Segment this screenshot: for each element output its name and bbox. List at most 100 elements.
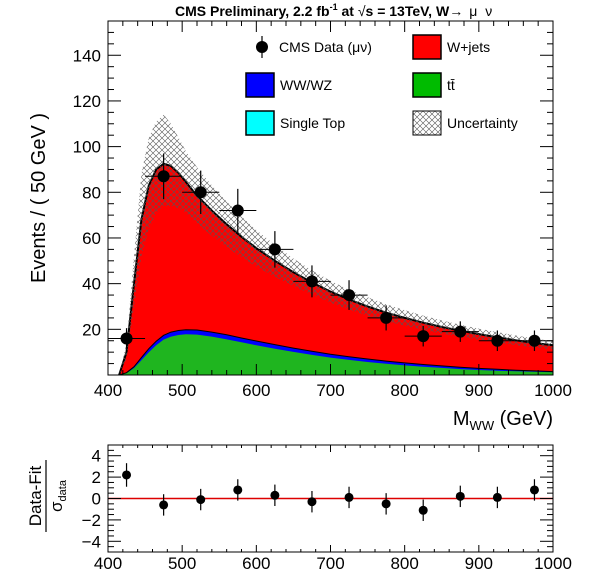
legend-swatch-singletop	[245, 110, 275, 136]
x-tick-label: 400	[94, 381, 122, 400]
legend-label-singletop: Single Top	[280, 115, 345, 131]
x-tick-label: 500	[168, 381, 196, 400]
legend-swatch-diboson	[245, 72, 275, 98]
pull-point	[122, 463, 132, 487]
main-x-axis-label: MWW (GeV)	[453, 408, 553, 433]
x-tick-label: 700	[316, 381, 344, 400]
pull-point	[233, 479, 243, 501]
data-point	[182, 170, 220, 214]
pull-y-tick-label: −2	[82, 511, 101, 530]
pull-point	[196, 488, 206, 511]
data-point	[478, 330, 516, 352]
data-point	[367, 305, 405, 331]
title-energy: s = 13TeV, W	[366, 3, 450, 19]
pull-point	[492, 486, 502, 509]
title-arrow: →	[449, 3, 463, 19]
legend-entry-diboson: WW/WZ	[245, 72, 333, 98]
data-point	[145, 153, 183, 200]
legend-swatch-wjets	[412, 34, 442, 60]
wjets-area	[119, 163, 553, 375]
pull-panel: 400 500 600 700 800 900 1000 −4 −2 0 2 4 Data-Fit …	[26, 444, 572, 572]
data-marker	[528, 334, 541, 347]
legend-label-ttbar: tt̄	[447, 77, 455, 93]
pull-x-tick-label: 800	[390, 554, 418, 572]
data-marker	[417, 330, 430, 343]
data-marker	[380, 311, 393, 324]
pull-point	[270, 484, 280, 506]
data-marker	[120, 332, 133, 345]
pull-x-tick-label: 400	[94, 554, 122, 572]
data-marker	[268, 243, 281, 256]
x-tick-label: 800	[390, 381, 418, 400]
pull-marker	[270, 490, 280, 500]
x-tick-label: 1000	[534, 381, 572, 400]
pull-point	[529, 479, 539, 501]
data-point	[404, 325, 442, 347]
pull-x-tick-label: 600	[242, 554, 270, 572]
pull-marker	[196, 495, 206, 505]
legend-entry-data: CMS Data (μν)	[256, 36, 372, 58]
y-tick-label: 80	[82, 183, 101, 202]
pull-label-denominator: σdata	[47, 479, 69, 512]
pull-point	[381, 493, 391, 515]
data-marker	[231, 204, 244, 217]
pull-point	[159, 494, 169, 516]
uncertainty-band	[119, 114, 553, 375]
legend-label-wjets: W+jets	[447, 39, 490, 55]
legend-label-uncertainty: Uncertainty	[447, 115, 518, 131]
data-point	[108, 328, 146, 349]
pull-points	[122, 463, 539, 521]
pull-y-tick-label: 0	[92, 490, 101, 509]
title-mu: μ	[469, 3, 477, 19]
ttbar-area	[119, 334, 553, 375]
legend: CMS Data (μν) W+jets WW/WZ tt̄ Single To…	[245, 34, 518, 136]
x-label-main: M	[453, 408, 470, 430]
pull-label-sigma: σ	[47, 501, 66, 512]
pull-point	[455, 485, 465, 508]
main-x-axis: 400 500 600 700 800 900 1000	[94, 21, 572, 400]
data-marker	[343, 289, 356, 302]
data-point	[219, 188, 257, 233]
legend-entry-ttbar: tt̄	[412, 72, 455, 98]
legend-swatch-uncertainty	[412, 110, 442, 136]
pull-label-numerator: Data-Fit	[26, 466, 45, 527]
x-label-sub: WW	[470, 418, 495, 433]
main-panel: 400 500 600 700 800 900 1000 20 40 60 80 100 120 140…	[28, 20, 572, 433]
data-points	[108, 153, 553, 352]
data-point	[441, 321, 479, 342]
title-sqrt: √	[358, 3, 366, 19]
x-tick-label: 600	[242, 381, 270, 400]
legend-label-data: CMS Data (μν)	[279, 39, 372, 55]
main-y-axis-label: Events / ( 50 GeV )	[28, 113, 50, 283]
legend-entry-singletop: Single Top	[245, 110, 345, 136]
title-sup: -1	[330, 2, 338, 12]
data-marker	[491, 334, 504, 347]
pull-y-tick-label: −4	[82, 532, 101, 551]
pull-marker	[455, 491, 465, 501]
y-tick-label: 60	[82, 229, 101, 248]
pull-marker	[233, 485, 243, 495]
pull-marker	[122, 470, 132, 480]
pull-x-tick-label: 500	[168, 554, 196, 572]
pull-marker	[492, 492, 502, 502]
pull-point	[344, 486, 354, 509]
uncertainty-hatch	[119, 114, 553, 375]
pull-marker	[307, 497, 317, 507]
title-nu: ν	[485, 3, 492, 19]
data-point	[256, 231, 294, 268]
pull-y-tick-label: 2	[92, 468, 101, 487]
y-tick-label: 120	[73, 92, 101, 111]
pull-point	[307, 491, 317, 513]
plot-title: CMS Preliminary, 2.2 fb-1 at √s = 13TeV,…	[175, 2, 492, 19]
legend-swatch-ttbar	[412, 72, 442, 98]
y-tick-label: 100	[73, 138, 101, 157]
pull-point	[418, 499, 428, 521]
data-point	[330, 280, 368, 310]
data-point	[293, 265, 331, 298]
pull-marker	[529, 485, 539, 495]
pull-x-tick-label: 1000	[534, 554, 572, 572]
pull-x-tick-label: 900	[465, 554, 493, 572]
x-tick-label: 900	[465, 381, 493, 400]
data-marker	[305, 275, 318, 288]
diboson-outline	[118, 329, 554, 376]
